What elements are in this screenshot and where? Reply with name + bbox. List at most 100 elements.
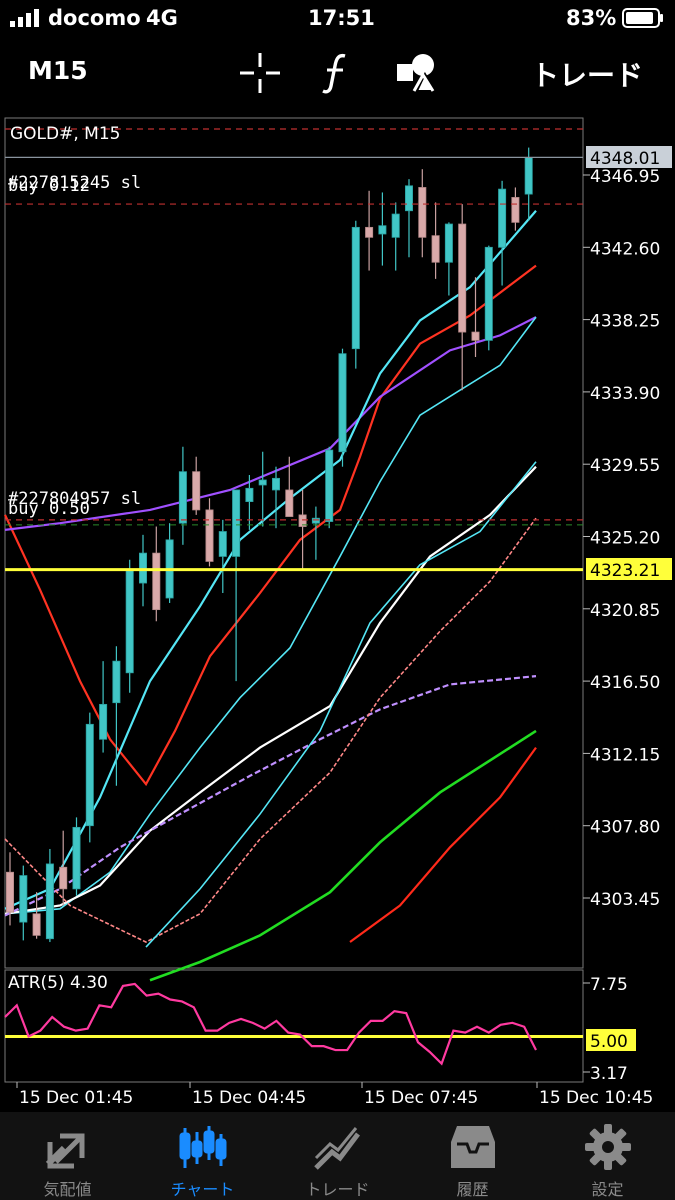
y-tick-label: 4329.55 [590, 456, 660, 476]
y-tick-label: 4307.80 [590, 818, 660, 838]
candle-body [378, 225, 387, 235]
candle-body [152, 552, 161, 611]
crosshair-icon[interactable] [235, 48, 285, 98]
candle-body [45, 863, 54, 940]
level-lines [5, 128, 583, 572]
candle-body [391, 213, 400, 238]
order-volume-label: buy 0.50 [8, 499, 90, 519]
y-tick-label: 4312.15 [590, 745, 660, 765]
tab-settings[interactable]: 設定 [540, 1112, 675, 1200]
candle-body [232, 489, 241, 557]
candle-body [258, 479, 267, 486]
atr-tick-label: 3.17 [590, 1064, 628, 1084]
candle-body [418, 187, 427, 238]
battery-icon [622, 8, 663, 28]
candle-body [471, 331, 480, 341]
x-tick-label: 15 Dec 01:45 [19, 1088, 133, 1108]
tab-quotes[interactable]: 気配値 [0, 1112, 135, 1200]
tab-label: チャート [170, 1180, 235, 1199]
atr-indicator: 7.75 3.17 [4, 975, 628, 1084]
y-tick-label: 4320.85 [590, 601, 660, 621]
trade-icon [314, 1127, 360, 1170]
atr-tick-label: 7.75 [590, 975, 628, 995]
hline-price-tag [586, 558, 672, 580]
ma-red-slow [349, 746, 537, 943]
candle-body [458, 223, 467, 333]
candle-body [19, 875, 28, 923]
tab-label: 設定 [591, 1180, 624, 1199]
trade-button[interactable]: トレード [530, 59, 643, 92]
ma-white [4, 465, 537, 915]
atr-label: ATR(5) 4.30 [8, 973, 108, 993]
candle-body [404, 185, 413, 212]
hline-price-label: 4323.21 [590, 561, 660, 581]
order-volume-label: buy 0.12 [8, 176, 90, 196]
candle-body [85, 723, 94, 827]
tab-history[interactable]: 履歴 [405, 1112, 540, 1200]
candle-body [498, 188, 507, 248]
candle-body [32, 913, 41, 936]
candle-body [285, 489, 294, 517]
candle-body [325, 449, 334, 522]
y-tick-label: 4316.50 [590, 673, 660, 693]
candle-body [72, 826, 81, 890]
atr-line [4, 982, 537, 1066]
candle-body [192, 471, 201, 511]
atr-level-tag [586, 1029, 636, 1051]
order-id-label: #227815245 sl [8, 173, 141, 193]
tab-label: 履歴 [456, 1180, 489, 1199]
quotes-icon [45, 1133, 85, 1169]
timeframe-button[interactable]: M15 [28, 56, 88, 85]
symbol-label: GOLD#, M15 [10, 124, 120, 144]
candle-body [338, 353, 347, 453]
carrier-label: docomo [48, 6, 141, 30]
x-tick-label: 15 Dec 10:45 [539, 1088, 653, 1108]
candle-body [59, 866, 68, 890]
y-tick-label: 4342.60 [590, 239, 660, 259]
ma-red [4, 264, 537, 787]
function-icon[interactable] [312, 48, 362, 98]
price-axis: 4346.95 4342.60 4338.25 4333.90 4329.55 4325.… [583, 167, 660, 910]
signal-bars-icon [10, 9, 39, 27]
y-tick-label: 4303.45 [590, 890, 660, 910]
battery-percent: 83% [566, 6, 617, 30]
atr-panel-frame [4, 969, 584, 1083]
candle-body [484, 246, 493, 341]
time-axis: 15 Dec 01:45 15 Dec 04:45 15 Dec 07:45 15 D… [16, 1082, 653, 1108]
candle-body [511, 197, 520, 223]
current-price-tag [586, 146, 672, 168]
ma-pink [4, 517, 537, 943]
tab-bar: 気配値 チャート トレード 履歴 [0, 1112, 675, 1200]
candle-body [298, 514, 307, 527]
y-tick-label: 4333.90 [590, 384, 660, 404]
ma-cyan-mid [4, 316, 537, 915]
tab-chart[interactable]: チャート [135, 1112, 270, 1200]
main-panel-frame [4, 117, 584, 969]
tab-label: トレード [305, 1180, 370, 1199]
candle-body [112, 660, 121, 704]
settings-icon [585, 1124, 631, 1170]
tab-trade[interactable]: トレード [270, 1112, 405, 1200]
candle-body [245, 487, 254, 502]
candle-body [271, 477, 280, 491]
y-tick-label: 4325.20 [590, 529, 660, 549]
x-tick-label: 15 Dec 04:45 [192, 1088, 306, 1108]
ma-cyan-slow [145, 461, 537, 948]
ma-green [149, 729, 537, 982]
candle-body [311, 517, 320, 524]
network-label: 4G [146, 6, 178, 30]
candle-body [524, 157, 533, 195]
candle-body [205, 509, 214, 562]
objects-icon[interactable] [392, 48, 442, 98]
candle-body [99, 703, 108, 740]
candle-body [431, 235, 440, 263]
candle-body [351, 226, 360, 350]
candles [6, 147, 533, 943]
current-price-label: 4348.01 [590, 149, 660, 169]
history-icon [451, 1126, 495, 1168]
status-bar: docomo 4G 17:51 83% [0, 0, 675, 36]
price-chart[interactable]: 4346.95 4342.60 4338.25 4333.90 4329.55 4325.… [0, 112, 675, 1112]
chart-icon [179, 1126, 227, 1168]
chart-toolbar: M15 トレード [0, 36, 675, 112]
atr-level-label: 5.00 [590, 1032, 628, 1052]
